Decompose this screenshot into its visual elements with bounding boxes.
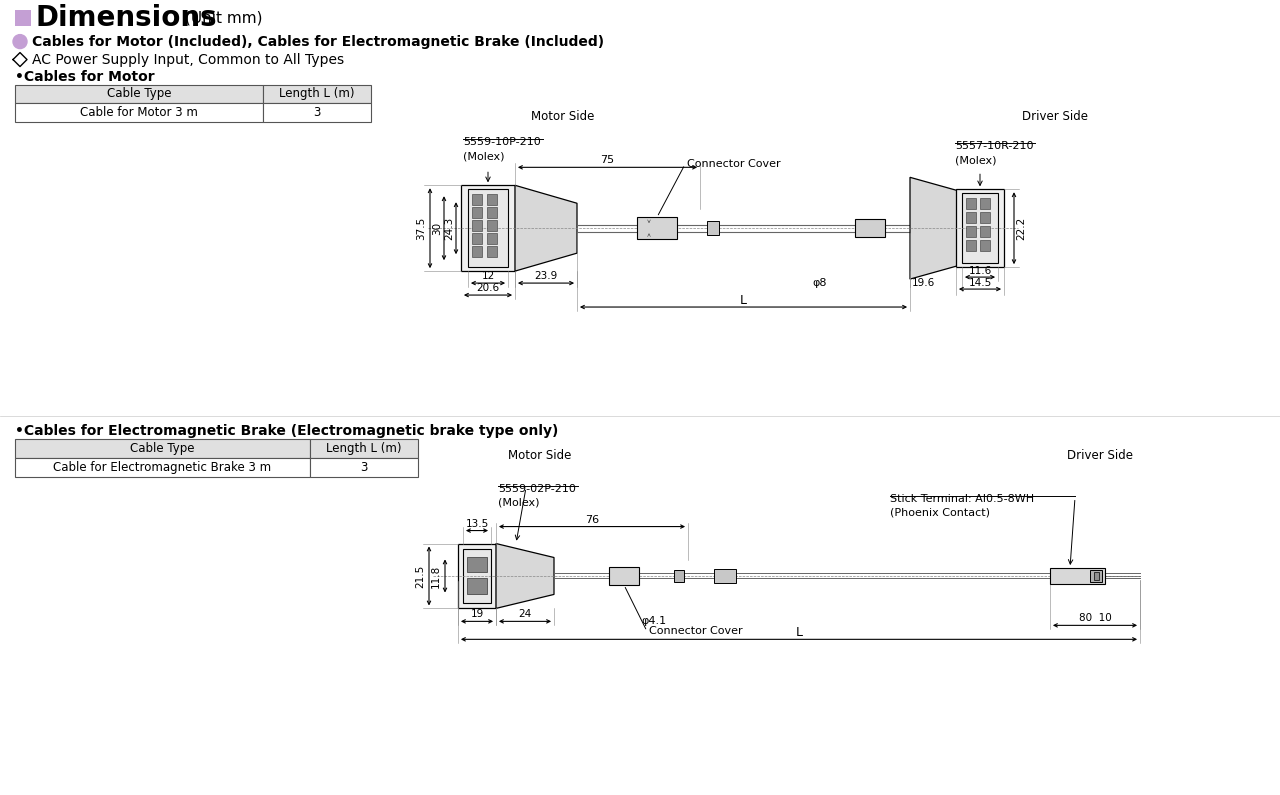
- Bar: [472, 194, 483, 205]
- Bar: [963, 193, 998, 263]
- Bar: [980, 198, 989, 209]
- Text: L: L: [795, 626, 803, 639]
- Bar: [980, 227, 989, 237]
- Bar: [486, 194, 497, 205]
- Bar: [472, 220, 483, 231]
- Text: Cable Type: Cable Type: [131, 442, 195, 455]
- Text: AC Power Supply Input, Common to All Types: AC Power Supply Input, Common to All Typ…: [32, 52, 344, 67]
- Text: 11.6: 11.6: [969, 266, 992, 276]
- Polygon shape: [497, 544, 554, 608]
- Text: 12: 12: [481, 271, 494, 281]
- Text: Cables for Motor (Included), Cables for Electromagnetic Brake (Included): Cables for Motor (Included), Cables for …: [32, 35, 604, 48]
- Text: 30: 30: [433, 222, 442, 235]
- Bar: [472, 233, 483, 244]
- Bar: [15, 84, 262, 103]
- Text: L: L: [740, 293, 748, 307]
- Bar: [467, 556, 486, 572]
- Bar: [707, 221, 719, 235]
- Bar: [472, 246, 483, 257]
- Text: 3: 3: [314, 107, 321, 119]
- Bar: [458, 544, 497, 608]
- Bar: [1094, 572, 1100, 580]
- Text: •Cables for Electromagnetic Brake (Electromagnetic brake type only): •Cables for Electromagnetic Brake (Elect…: [15, 424, 558, 438]
- Text: φ4.1: φ4.1: [641, 616, 667, 626]
- Text: •Cables for Motor: •Cables for Motor: [15, 69, 155, 83]
- Text: 13.5: 13.5: [466, 518, 489, 529]
- Text: 21.5: 21.5: [415, 564, 425, 588]
- Text: 11.8: 11.8: [431, 564, 442, 588]
- Text: Motor Side: Motor Side: [508, 449, 572, 462]
- Bar: [980, 212, 989, 223]
- Bar: [637, 217, 677, 239]
- Text: Cable Type: Cable Type: [106, 87, 172, 100]
- Bar: [15, 458, 310, 477]
- Bar: [472, 207, 483, 218]
- Circle shape: [13, 35, 27, 48]
- Bar: [262, 84, 371, 103]
- Bar: [980, 240, 989, 251]
- Bar: [467, 579, 486, 595]
- Bar: [461, 185, 515, 271]
- Text: 23.9: 23.9: [534, 271, 558, 281]
- Text: 22.2: 22.2: [1016, 216, 1027, 240]
- Text: 19: 19: [470, 610, 484, 619]
- Text: 3: 3: [360, 460, 367, 474]
- Text: Cable for Electromagnetic Brake 3 m: Cable for Electromagnetic Brake 3 m: [54, 460, 271, 474]
- Text: Stick Terminal: AI0.5-8WH
(Phoenix Contact): Stick Terminal: AI0.5-8WH (Phoenix Conta…: [890, 494, 1034, 518]
- Text: (Unit mm): (Unit mm): [186, 10, 262, 25]
- Text: Connector Cover: Connector Cover: [649, 626, 742, 636]
- Text: 20.6: 20.6: [476, 283, 499, 293]
- Text: Driver Side: Driver Side: [1068, 449, 1133, 462]
- Bar: [486, 207, 497, 218]
- Bar: [966, 212, 977, 223]
- Text: Dimensions: Dimensions: [35, 4, 216, 32]
- Bar: [675, 570, 684, 582]
- Text: 75: 75: [600, 155, 614, 165]
- Text: 5559-02P-210
(Molex): 5559-02P-210 (Molex): [498, 483, 576, 508]
- Text: Motor Side: Motor Side: [531, 110, 595, 123]
- Polygon shape: [515, 185, 577, 271]
- Bar: [714, 569, 736, 583]
- Bar: [966, 227, 977, 237]
- Bar: [468, 189, 508, 267]
- Bar: [486, 246, 497, 257]
- Bar: [1050, 568, 1105, 584]
- Text: 80  10: 80 10: [1079, 614, 1111, 623]
- Text: 76: 76: [585, 514, 599, 525]
- Bar: [956, 189, 1004, 267]
- Bar: [966, 198, 977, 209]
- Bar: [15, 439, 310, 458]
- Text: 24: 24: [518, 610, 531, 619]
- Text: Driver Side: Driver Side: [1021, 110, 1088, 123]
- Text: 5557-10R-210
(Molex): 5557-10R-210 (Molex): [955, 142, 1033, 165]
- Text: Length L (m): Length L (m): [326, 442, 402, 455]
- Text: 19.6: 19.6: [911, 278, 936, 288]
- Bar: [310, 439, 419, 458]
- Polygon shape: [910, 177, 960, 279]
- Text: 5559-10P-210
(Molex): 5559-10P-210 (Molex): [463, 138, 540, 161]
- Text: Connector Cover: Connector Cover: [687, 159, 781, 169]
- Text: φ8: φ8: [813, 278, 827, 288]
- Bar: [486, 220, 497, 231]
- Bar: [15, 103, 262, 122]
- Bar: [486, 233, 497, 244]
- Bar: [966, 240, 977, 251]
- Bar: [855, 219, 884, 237]
- Bar: [1091, 570, 1102, 582]
- Bar: [262, 103, 371, 122]
- Text: 14.5: 14.5: [969, 278, 992, 288]
- Bar: [15, 10, 31, 25]
- Text: 24.3: 24.3: [444, 216, 454, 240]
- Bar: [463, 549, 492, 603]
- Text: Length L (m): Length L (m): [279, 87, 355, 100]
- Text: Cable for Motor 3 m: Cable for Motor 3 m: [81, 107, 198, 119]
- Bar: [609, 567, 639, 585]
- Text: 37.5: 37.5: [416, 216, 426, 240]
- Bar: [310, 458, 419, 477]
